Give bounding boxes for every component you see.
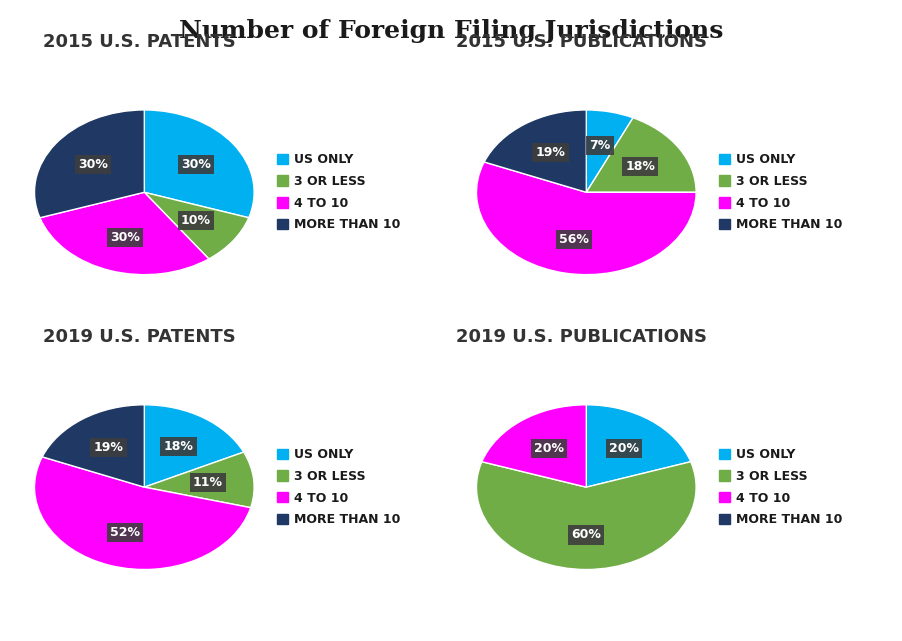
Text: 30%: 30% <box>110 231 140 244</box>
Wedge shape <box>586 118 696 192</box>
Text: 60%: 60% <box>571 528 602 542</box>
Text: 20%: 20% <box>609 442 639 455</box>
Text: 10%: 10% <box>180 214 211 227</box>
Text: 2019 U.S. PUBLICATIONS: 2019 U.S. PUBLICATIONS <box>456 328 707 345</box>
Wedge shape <box>34 110 144 218</box>
Text: 7%: 7% <box>590 139 611 152</box>
Text: 2015 U.S. PUBLICATIONS: 2015 U.S. PUBLICATIONS <box>456 33 707 51</box>
Text: 56%: 56% <box>559 233 589 246</box>
Legend: US ONLY, 3 OR LESS, 4 TO 10, MORE THAN 10: US ONLY, 3 OR LESS, 4 TO 10, MORE THAN 1… <box>277 448 400 526</box>
Wedge shape <box>34 457 251 569</box>
Text: Number of Foreign Filing Jurisdictions: Number of Foreign Filing Jurisdictions <box>179 19 723 43</box>
Wedge shape <box>476 162 696 274</box>
Text: 19%: 19% <box>94 441 124 454</box>
Text: 19%: 19% <box>536 146 566 160</box>
Text: 18%: 18% <box>163 440 193 453</box>
Text: 30%: 30% <box>181 158 211 171</box>
Legend: US ONLY, 3 OR LESS, 4 TO 10, MORE THAN 10: US ONLY, 3 OR LESS, 4 TO 10, MORE THAN 1… <box>719 153 842 231</box>
Text: 30%: 30% <box>78 158 107 171</box>
Legend: US ONLY, 3 OR LESS, 4 TO 10, MORE THAN 10: US ONLY, 3 OR LESS, 4 TO 10, MORE THAN 1… <box>277 153 400 231</box>
Text: 52%: 52% <box>110 526 140 539</box>
Wedge shape <box>482 405 586 487</box>
Wedge shape <box>144 192 249 259</box>
Wedge shape <box>42 405 144 487</box>
Wedge shape <box>144 452 254 508</box>
Text: 2019 U.S. PATENTS: 2019 U.S. PATENTS <box>43 328 236 345</box>
Text: 11%: 11% <box>193 476 223 489</box>
Legend: US ONLY, 3 OR LESS, 4 TO 10, MORE THAN 10: US ONLY, 3 OR LESS, 4 TO 10, MORE THAN 1… <box>719 448 842 526</box>
Wedge shape <box>40 192 209 274</box>
Wedge shape <box>586 405 691 487</box>
Text: 2015 U.S. PATENTS: 2015 U.S. PATENTS <box>43 33 236 51</box>
Wedge shape <box>484 110 586 192</box>
Text: 20%: 20% <box>534 442 564 455</box>
Wedge shape <box>144 110 254 218</box>
Text: 18%: 18% <box>625 160 655 173</box>
Wedge shape <box>586 110 633 192</box>
Wedge shape <box>476 462 696 569</box>
Wedge shape <box>144 405 244 487</box>
